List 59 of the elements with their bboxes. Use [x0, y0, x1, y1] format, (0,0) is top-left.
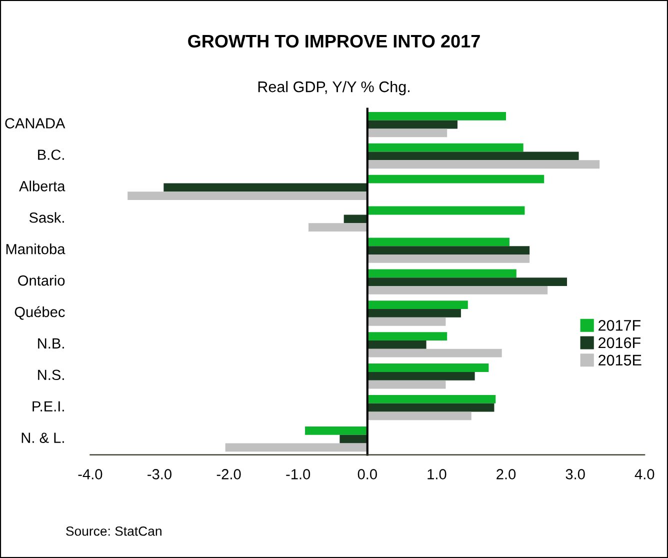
bar [367, 372, 475, 380]
bar [367, 380, 446, 389]
legend-label: 2015E [598, 354, 642, 366]
x-tick-label: -2.0 [216, 469, 241, 480]
legend-label: 2016F [598, 337, 640, 348]
x-tick-label: 0.0 [358, 469, 377, 480]
bar [367, 128, 448, 138]
bar [367, 309, 461, 318]
y-tick-label: N. & L. [22, 432, 64, 443]
bar [367, 332, 448, 340]
bar [367, 152, 579, 160]
y-tick-label: B.C. [38, 150, 64, 160]
bar [367, 395, 496, 404]
x-tick-label: -1.0 [286, 469, 310, 480]
bar [367, 403, 494, 412]
bar [367, 238, 510, 246]
y-tick-label: Manitoba [6, 244, 66, 254]
chart-subtitle: Real GDP, Y/Y % Chg. [258, 81, 410, 96]
y-tick-label: N.B. [38, 338, 64, 348]
bar [367, 278, 567, 286]
bar [308, 223, 368, 232]
bar [367, 120, 458, 129]
bar [367, 348, 502, 358]
bar [367, 112, 506, 120]
y-tick-label: Alberta [19, 180, 66, 192]
x-tick-label: -4.0 [78, 469, 102, 480]
bar [367, 254, 530, 263]
x-tick-label: 1.0 [428, 469, 446, 480]
bar [367, 286, 548, 294]
source-note: Source: StatCan [66, 526, 162, 536]
bar [367, 246, 530, 255]
chart-title: GROWTH TO IMPROVE INTO 2017 [188, 34, 480, 48]
bar [128, 192, 368, 200]
bar [367, 143, 524, 152]
bar [225, 443, 368, 452]
bar [367, 340, 426, 349]
bar [367, 300, 468, 310]
bar [367, 174, 544, 184]
legend-label: 2017F [598, 320, 640, 331]
y-tick-label: Québec [14, 306, 65, 320]
bar [344, 214, 368, 224]
y-tick-label: P.E.I. [32, 401, 64, 412]
bar [305, 426, 368, 435]
bar [367, 317, 446, 326]
bar [367, 206, 525, 215]
bar [367, 269, 516, 278]
x-tick-label: 2.0 [496, 469, 516, 480]
y-tick-label: Sask. [29, 212, 64, 223]
y-tick-label: N.S. [38, 370, 64, 380]
y-tick-label: CANADA [5, 118, 66, 128]
bar [340, 434, 368, 444]
x-tick-label: 3.0 [566, 469, 585, 480]
x-tick-label: -3.0 [148, 469, 172, 480]
y-tick-label: Ontario [18, 274, 65, 286]
x-tick-label: 4.0 [634, 469, 654, 480]
bar [367, 160, 600, 169]
bar [367, 364, 489, 372]
bar [164, 183, 368, 192]
bar [367, 412, 472, 420]
